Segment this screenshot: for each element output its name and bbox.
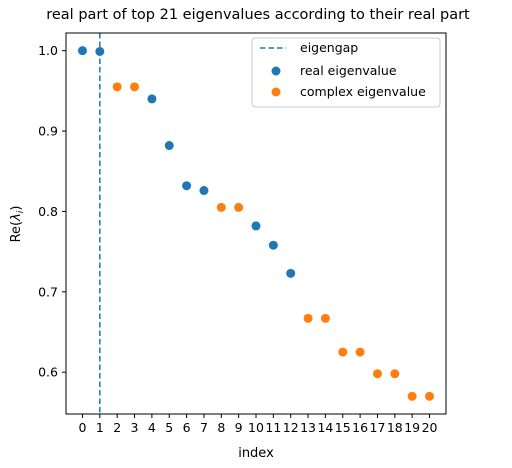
x-tick-label: 9 <box>235 420 243 435</box>
y-axis-label-subscript: i <box>16 210 26 213</box>
x-tick-label: 4 <box>148 420 156 435</box>
legend-complex-label: complex eigenvalue <box>300 84 426 99</box>
real-eigenvalue-point <box>251 221 261 231</box>
x-tick-label: 20 <box>422 420 438 435</box>
y-axis-label-main: Re( <box>9 221 24 243</box>
chart-title: real part of top 21 eigenvalues accordin… <box>46 7 470 23</box>
x-axis-label: index <box>238 446 274 461</box>
legend-complex-marker <box>271 87 281 97</box>
y-tick-label: 0.7 <box>38 284 58 299</box>
legend-eigengap-label: eigengap <box>300 40 358 55</box>
svg-text:Re(λi): Re(λi) <box>9 206 26 243</box>
x-tick-label: 2 <box>113 420 121 435</box>
y-axis-label-close: ) <box>9 206 24 211</box>
complex-eigenvalue-point <box>234 202 244 212</box>
complex-eigenvalue-point <box>130 82 140 92</box>
complex-eigenvalue-point <box>216 202 226 212</box>
y-tick-label: 1.0 <box>38 43 58 58</box>
x-tick-label: 12 <box>283 420 299 435</box>
complex-eigenvalue-point <box>303 313 313 323</box>
x-tick-label: 8 <box>217 420 225 435</box>
x-tick-label: 6 <box>183 420 191 435</box>
real-eigenvalue-point <box>268 240 278 250</box>
complex-eigenvalue-point <box>390 369 400 379</box>
plot-area <box>77 33 435 414</box>
legend-box <box>251 37 441 108</box>
y-tick-label: 0.9 <box>38 124 58 139</box>
complex-eigenvalue-point <box>372 369 382 379</box>
x-tick-label: 13 <box>300 420 316 435</box>
real-eigenvalue-point <box>77 46 87 56</box>
y-axis-ticks: 0.6 0.7 0.8 0.9 1.0 <box>38 43 66 380</box>
x-tick-label: 17 <box>370 420 386 435</box>
legend: eigengap real eigenvalue complex eigenva… <box>251 37 441 108</box>
legend-real-marker <box>271 66 281 76</box>
complex-eigenvalue-point <box>407 391 417 401</box>
real-eigenvalue-point <box>182 181 192 191</box>
real-eigenvalue-point <box>199 186 209 196</box>
real-eigenvalue-point <box>164 141 174 151</box>
x-tick-label: 15 <box>335 420 351 435</box>
complex-eigenvalue-point <box>320 313 330 323</box>
x-tick-label: 3 <box>131 420 139 435</box>
x-tick-label: 19 <box>404 420 420 435</box>
x-tick-label: 11 <box>265 420 281 435</box>
x-tick-label: 0 <box>79 420 87 435</box>
legend-real-label: real eigenvalue <box>300 63 397 78</box>
complex-eigenvalue-point <box>425 391 435 401</box>
x-tick-label: 10 <box>248 420 264 435</box>
real-eigenvalue-point <box>286 268 296 278</box>
x-tick-label: 14 <box>317 420 333 435</box>
x-tick-label: 18 <box>387 420 403 435</box>
real-eigenvalue-point <box>95 46 105 56</box>
x-tick-label: 7 <box>200 420 208 435</box>
y-axis-label: Re(λi) <box>9 206 26 243</box>
x-tick-label: 16 <box>352 420 368 435</box>
real-eigenvalue-point <box>147 94 157 104</box>
complex-eigenvalue-point <box>355 347 365 357</box>
y-tick-label: 0.8 <box>38 204 58 219</box>
x-tick-label: 5 <box>165 420 173 435</box>
y-tick-label: 0.6 <box>38 365 58 380</box>
y-axis-label-symbol: λ <box>9 213 24 222</box>
complex-eigenvalue-point <box>112 82 122 92</box>
complex-eigenvalue-point <box>338 347 348 357</box>
x-axis-ticks: 0 1 2 3 4 5 6 7 8 9 10 11 12 13 14 15 16 17 18 19 20 <box>79 414 438 435</box>
x-tick-label: 1 <box>96 420 104 435</box>
